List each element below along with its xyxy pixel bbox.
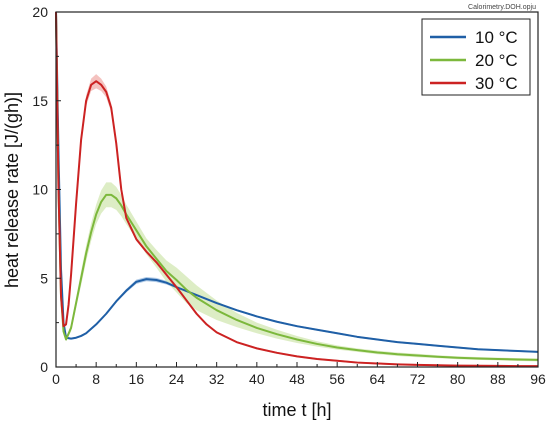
source-file-label: Calorimetry.DOH.opju [468, 4, 536, 11]
x-axis-ticks: 0 8 16 24 32 40 48 56 64 72 80 88 96 [52, 362, 546, 387]
x-tick-label: 24 [169, 371, 185, 387]
x-axis-title: time t [h] [262, 400, 331, 420]
y-tick-label: 0 [40, 359, 48, 375]
x-tick-label: 48 [289, 371, 305, 387]
x-tick-label: 32 [209, 371, 225, 387]
line-series-2 [55, 11, 539, 361]
legend-label-2: 20 °C [475, 51, 518, 70]
confidence-bands [56, 12, 538, 367]
x-tick-label: 40 [249, 371, 265, 387]
x-tick-label: 0 [52, 371, 60, 387]
y-tick-label: 5 [40, 270, 48, 286]
y-axis-ticks: 0 5 10 15 20 [32, 4, 61, 375]
y-tick-label: 10 [32, 182, 48, 198]
legend-label-3: 30 °C [475, 74, 518, 93]
x-tick-label: 88 [490, 371, 506, 387]
legend: 10 °C 20 °C 30 °C [421, 18, 531, 96]
x-tick-label: 64 [370, 371, 386, 387]
y-axis-title: heat release rate [J/(gh)] [2, 92, 22, 288]
legend-label-1: 10 °C [475, 28, 518, 47]
x-tick-label: 56 [329, 371, 345, 387]
y-tick-label: 20 [32, 4, 48, 20]
x-tick-label: 72 [410, 371, 426, 387]
x-tick-label: 16 [129, 371, 145, 387]
line-series-1 [55, 11, 539, 353]
y-tick-label: 15 [32, 93, 48, 109]
x-tick-label: 80 [450, 371, 466, 387]
x-tick-label: 8 [92, 371, 100, 387]
x-tick-label: 96 [530, 371, 546, 387]
band-series-2 [56, 12, 538, 362]
